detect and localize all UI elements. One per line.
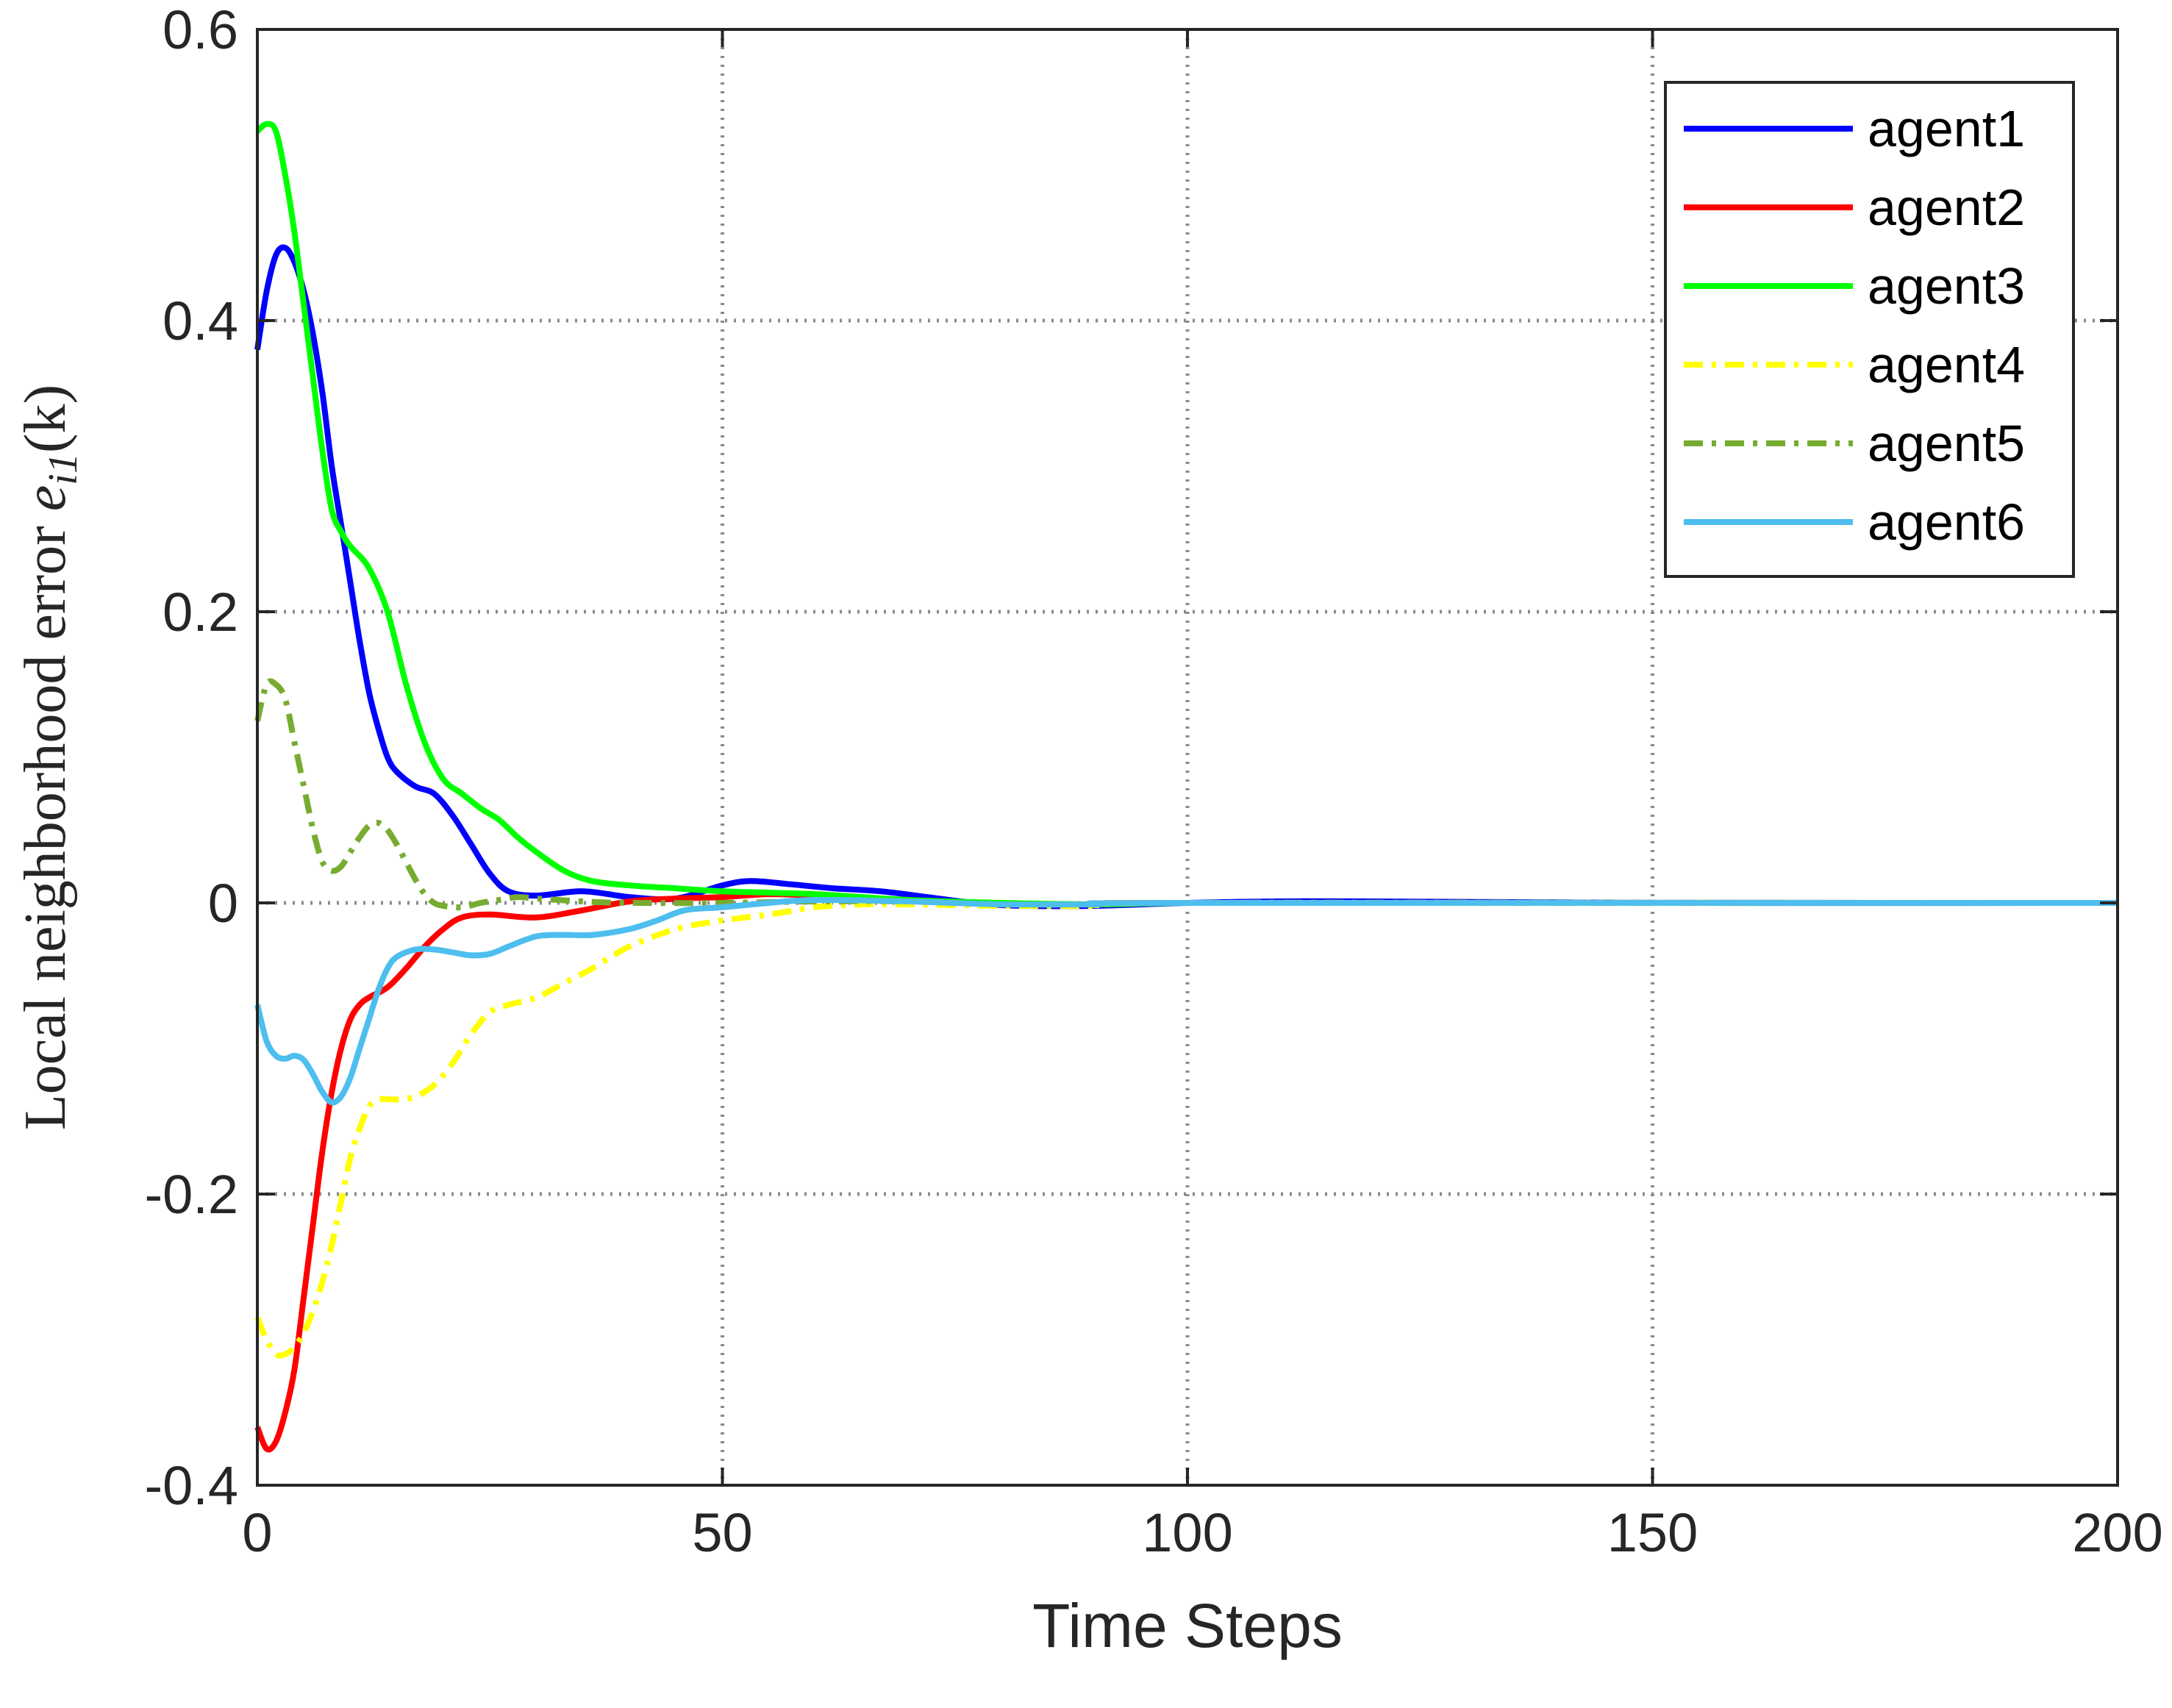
legend-box — [1664, 81, 2075, 578]
legend-label-agent2: agent2 — [1868, 179, 2025, 236]
legend: agent1 agent2 agent3 agent4 agent5 agent6 — [1664, 81, 2075, 578]
series-layer — [254, 121, 2118, 1453]
legend-label-agent3: agent3 — [1868, 257, 2025, 315]
y-axis-title-prefix: Local neighborhood error — [13, 511, 78, 1130]
x-tick-label-0: 0 — [242, 1502, 272, 1563]
x-tick-label-4: 200 — [2072, 1502, 2162, 1563]
y-tick-label-0: -0.4 — [144, 1455, 238, 1516]
x-tick-label-1: 50 — [692, 1502, 752, 1563]
y-tick-label-4: 0.4 — [162, 290, 238, 351]
y-axis-title: Local neighborhood error ei1(k) — [13, 385, 86, 1130]
tick-labels: 0 50 100 150 200 -0.4 -0.2 0 0.2 0.4 0.6 — [144, 0, 2162, 1563]
x-tick-label-2: 100 — [1142, 1502, 1232, 1563]
legend-label-agent1: agent1 — [1868, 100, 2025, 157]
y-axis-title-sub: i1 — [40, 453, 86, 485]
y-tick-label-1: -0.2 — [144, 1164, 238, 1225]
legend-label-agent6: agent6 — [1868, 493, 2025, 551]
legend-label-agent4: agent4 — [1868, 336, 2025, 393]
ticks — [256, 28, 2119, 1487]
y-tick-label-3: 0.2 — [162, 582, 238, 643]
legend-label-agent5: agent5 — [1868, 415, 2025, 472]
x-tick-label-3: 150 — [1607, 1502, 1698, 1563]
y-axis-title-suffix: (k) — [13, 385, 78, 453]
y-tick-label-2: 0 — [208, 873, 238, 934]
y-tick-label-5: 0.6 — [162, 0, 238, 60]
series-line-agent6 — [254, 896, 2118, 1106]
y-axis-title-var: e — [13, 485, 78, 512]
x-axis-title: Time Steps — [1032, 1591, 1343, 1660]
